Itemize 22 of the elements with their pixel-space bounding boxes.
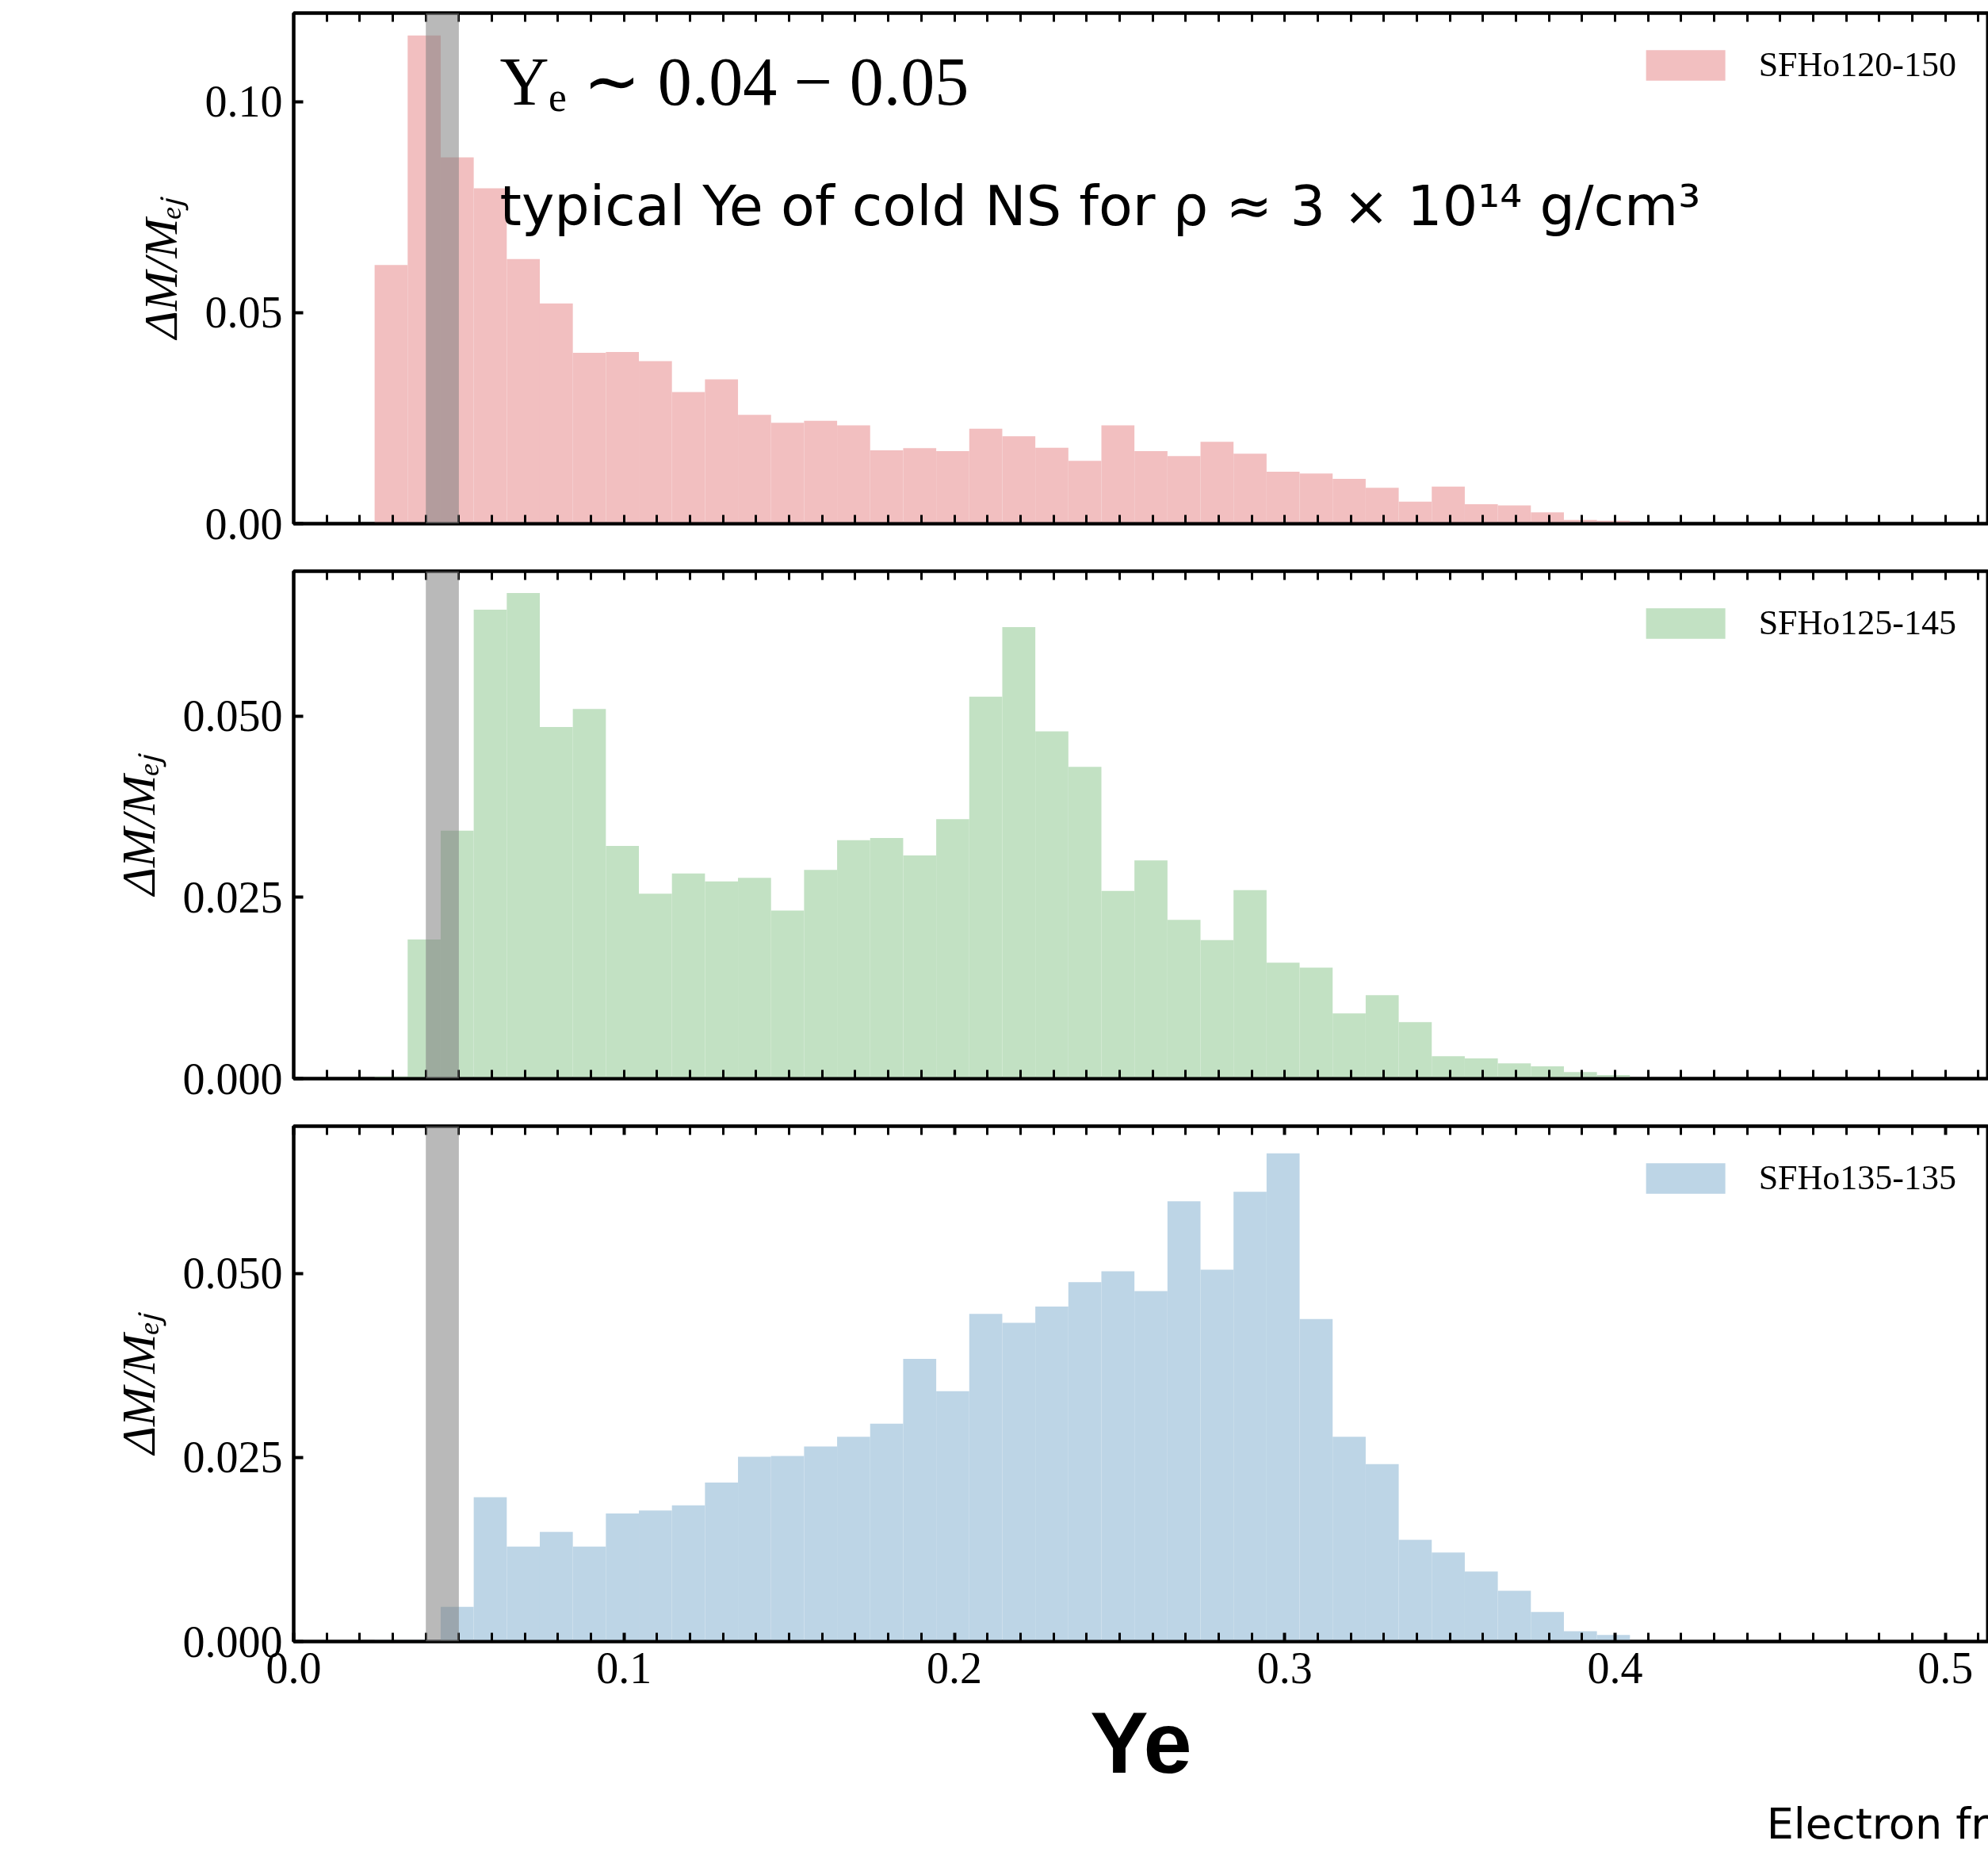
x-tick-label: 0.1 [596,1643,652,1693]
annotation: Yₑ ∼ 0.04 − 0.05 [499,43,969,120]
x-tick-label: 0.4 [1587,1643,1643,1693]
y-tick-label: 0.050 [182,691,283,741]
y-tick-label: 0.05 [205,288,283,338]
x-tick-label: 0.3 [1256,1643,1313,1693]
x-axis-title: Ye [1090,1693,1192,1791]
y-tick-label: 0.000 [182,1054,283,1104]
legend-label: SFHo135-135 [1758,1158,1956,1198]
legend-label: SFHo120-150 [1758,44,1956,85]
y-tick-label: 0.025 [182,872,283,922]
y-tick-label: 0.10 [205,77,283,127]
y-tick-label: 0.050 [182,1249,283,1299]
legend-label: SFHo125-145 [1758,603,1956,643]
annotation: typical Ye of cold NS for ρ ≈ 3 × 10¹⁴ g/cm³ [499,173,1701,239]
x-tick-label: 0.5 [1917,1643,1974,1693]
y-axis-title: ΔM/Mₑⱼ [112,752,166,897]
y-axis-title: ΔM/Mₑⱼ [112,1311,166,1456]
y-tick-label: 0.025 [182,1433,283,1483]
y-axis-title: ΔM/Mₑⱼ [134,195,189,341]
y-tick-label: 0.00 [205,499,283,549]
x-tick-label: 0.2 [927,1643,983,1693]
